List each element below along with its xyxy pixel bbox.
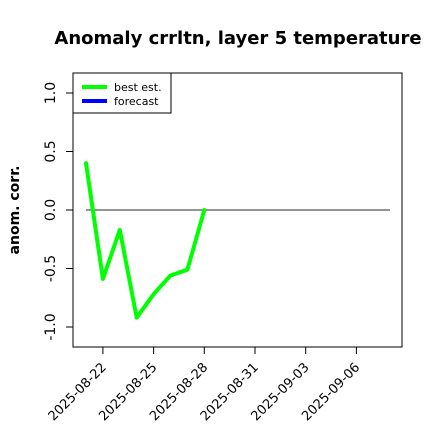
y-axis-label: anom. corr. xyxy=(7,166,23,255)
y-tick-label: -1.0 xyxy=(43,313,59,340)
x-axis: 2025-08-222025-08-252025-08-282025-08-31… xyxy=(46,346,363,424)
y-axis: -1.0 -0.5 0.0 0.5 1.0 xyxy=(43,82,74,341)
y-tick-label: -0.5 xyxy=(43,255,59,282)
legend: best est. forecast xyxy=(72,72,172,114)
legend-box xyxy=(72,72,172,114)
legend-label-forecast: forecast xyxy=(114,95,159,108)
y-tick-label: 0.0 xyxy=(43,199,59,221)
series-line-best-est xyxy=(84,161,207,320)
y-tick-label: 1.0 xyxy=(43,82,59,104)
legend-label-best-est: best est. xyxy=(114,81,162,94)
y-tick-label: 0.5 xyxy=(43,140,59,162)
chart-title: Anomaly crrltn, layer 5 temperature xyxy=(54,28,421,49)
